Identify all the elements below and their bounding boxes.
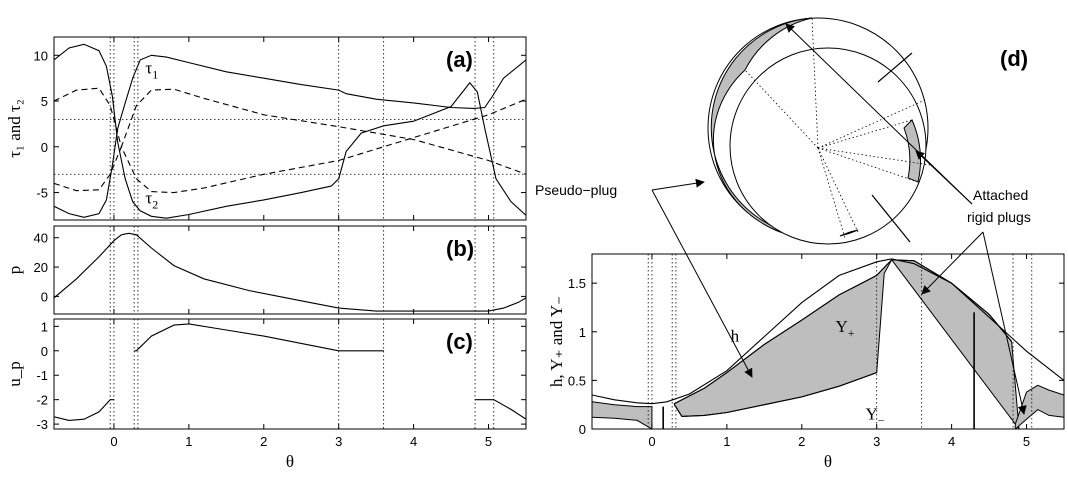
plot-area-a (54, 37, 526, 220)
gap-solid-line (877, 52, 913, 83)
ytick-label-c-3: -2 (36, 393, 48, 408)
ytick-label-d-2: 0.5 (568, 373, 586, 388)
plot-area-d (592, 254, 1064, 429)
annotation-d-2: Y− (865, 404, 884, 427)
ytick-label-d-1: 1 (579, 325, 586, 340)
arrow-rigid-to-plot-right (982, 231, 1027, 415)
ytick-label-a-0: 10 (34, 48, 48, 63)
xtick-label-d-2: 2 (798, 434, 805, 449)
xtick-label-d-3: 3 (873, 434, 880, 449)
callouts: Pseudo−plug Attached rigid plugs (535, 23, 1031, 415)
arrow-attached-to-right (915, 150, 973, 205)
frame-b (53, 225, 527, 315)
shaded-region-d-2 (1014, 384, 1064, 429)
xtick-label-c-0: 0 (110, 434, 117, 449)
series-a-1 (54, 43, 526, 219)
ylabel-d: h, Y₊ and Y₋ (547, 296, 566, 387)
panel-tag-a: (a) (446, 47, 473, 72)
series-d-1 (674, 259, 1013, 405)
attached-label: Attached (973, 187, 1028, 203)
series-a-0 (54, 54, 526, 218)
ytick-label-c-4: -3 (36, 417, 48, 432)
xtick-label-d-4: 4 (948, 434, 955, 449)
radial-dotted-lines (744, 17, 931, 239)
xtick-label-d-0: 0 (648, 434, 655, 449)
xlabel-d: θ (824, 452, 832, 471)
ytick-label-c-2: -1 (36, 368, 48, 383)
xtick-label-c-3: 3 (335, 434, 342, 449)
ytick-label-a-2: 0 (41, 140, 48, 155)
series-a-3 (54, 98, 526, 194)
ylabel-c: u_p (5, 361, 24, 387)
frame-a (53, 36, 527, 221)
series-c-2 (134, 323, 339, 352)
inner-circle (729, 47, 927, 245)
xlabel-c: θ (286, 452, 294, 471)
ytick-label-c-0: 1 (41, 319, 48, 334)
panel-a: 10 5 0 -5 τ₁ and τ₂ (a) τ1 τ2 (5, 36, 527, 221)
panel-tag-d: (d) (1000, 46, 1028, 71)
pseudo-plug-label: Pseudo−plug (535, 182, 617, 198)
ytick-label-a-1: 5 (41, 94, 48, 109)
panel-tag-c: (c) (446, 329, 473, 354)
panel-c: 1 0 -1 -2 -3 0 1 2 3 4 5 θ u_p (c) (5, 318, 527, 471)
series-c-4 (475, 399, 526, 420)
panel-tag-b: (b) (446, 236, 474, 261)
annotation-d-1: Y+ (835, 317, 854, 340)
frame-d (591, 253, 1065, 430)
series-d-0 (592, 258, 1064, 405)
xtick-label-d-1: 1 (723, 434, 730, 449)
panel-b: 40 20 0 p (b) (5, 225, 527, 315)
shaded-region-d-0 (673, 258, 1020, 429)
xtick-label-c-1: 1 (185, 434, 192, 449)
arrow-pseudo-to-plot (651, 189, 753, 378)
series-a-2 (54, 87, 526, 175)
panel-d: 1.5 1 0.5 0 0 1 2 3 4 5 θ h, Y₊ and Y₋ h Y+ Y− (547, 253, 1065, 471)
rigid-plugs-label: rigid plugs (967, 209, 1031, 225)
arrow-pseudo-to-circle (651, 178, 705, 191)
ylabel-a: τ₁ and τ₂ (5, 99, 24, 158)
annotation-a-1: τ2 (145, 189, 158, 212)
circle-schematic (707, 17, 931, 245)
arrow-rigid-to-plot-mid (921, 231, 984, 295)
series-c-0 (54, 399, 111, 421)
radial-solid-line (871, 194, 911, 243)
ylabel-b: p (5, 266, 24, 275)
frame-c (53, 318, 527, 430)
ytick-label-a-3: -5 (36, 186, 48, 201)
ytick-label-b-0: 40 (34, 231, 48, 246)
series-d-2 (673, 372, 877, 417)
annotation-a-0: τ1 (145, 59, 158, 82)
ytick-label-b-1: 20 (34, 260, 48, 275)
annotation-d-0: h (731, 327, 740, 346)
shaded-region-d-1 (592, 401, 653, 429)
xtick-label-c-4: 4 (410, 434, 417, 449)
xtick-label-c-5: 5 (485, 434, 492, 449)
xtick-label-c-2: 2 (260, 434, 267, 449)
series-b-0 (54, 232, 526, 312)
ytick-label-c-1: 0 (41, 344, 48, 359)
plot-area-b (54, 226, 526, 314)
xtick-label-d-5: 5 (1023, 434, 1030, 449)
attached-plug-bottom (839, 229, 859, 237)
ytick-label-d-3: 0 (579, 422, 586, 437)
ytick-label-d-0: 1.5 (568, 276, 586, 291)
ytick-label-b-2: 0 (41, 289, 48, 304)
